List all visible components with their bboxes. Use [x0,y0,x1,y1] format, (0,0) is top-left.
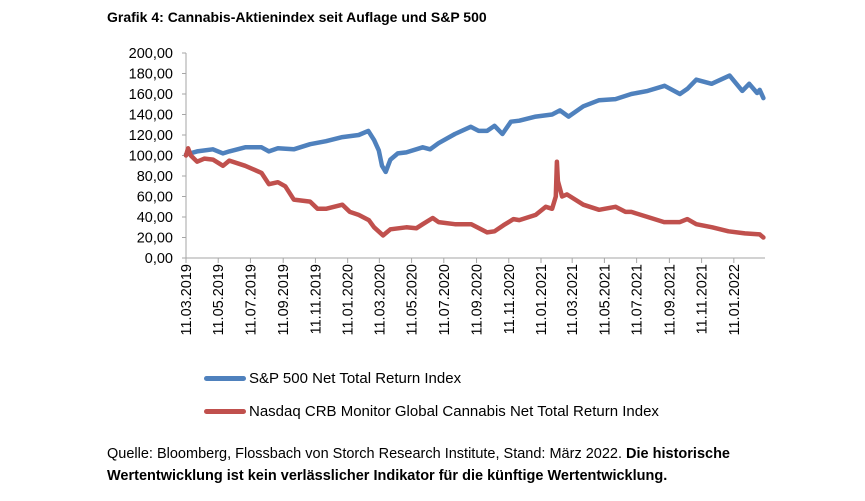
x-tick-label: 11.11.2021 [695,264,711,334]
x-tick-label: 11.03.2021 [565,264,581,336]
legend-entry-sp500: S&P 500 Net Total Return Index [204,370,461,387]
y-tick-label: 160,00 [129,87,173,103]
series-layer [183,73,766,240]
legend-label-sp500: S&P 500 Net Total Return Index [249,370,462,387]
x-tick-label: 11.11.2020 [502,264,518,334]
y-tick-label: 180,00 [129,67,173,83]
x-tick-label: 11.07.2021 [630,264,646,336]
y-tick-label: 20,00 [137,231,173,247]
x-tick-label: 11.03.2019 [179,264,195,336]
y-tick-label: 200,00 [129,46,173,62]
y-tick-label: 60,00 [137,190,173,206]
y-axis: 0,00 20,00 40,00 60,00 80,00 100,00 120,00 140,… [129,46,187,267]
x-tick-label: 11.01.2020 [341,264,357,336]
y-tick-label: 100,00 [129,149,173,165]
y-tick-label: 0,00 [145,251,173,267]
y-tick-label: 40,00 [137,210,173,226]
legend-swatch-cannabis [204,409,246,414]
x-tick-label: 11.05.2019 [211,264,227,336]
legend-entry-cannabis: Nasdaq CRB Monitor Global Cannabis Net T… [204,403,659,420]
sp500-line [183,73,766,175]
x-tick-label: 11.05.2021 [597,264,613,336]
x-tick-label: 11.11.2019 [308,264,324,334]
x-tick-label: 11.03.2020 [372,264,388,336]
legend-swatch-sp500 [204,376,246,381]
y-tick-label: 80,00 [137,169,173,185]
y-tick-label: 120,00 [129,128,173,144]
x-tick-label: 11.01.2021 [534,264,550,336]
cannabis-line [183,146,766,240]
x-axis: 11.03.2019 11.05.2019 11.07.2019 11.09.2019… [179,257,765,336]
x-tick-label: 11.07.2019 [243,264,259,336]
line-chart: 0,00 20,00 40,00 60,00 80,00 100,00 120,00 140,… [129,46,766,336]
x-tick-label: 11.09.2019 [276,264,292,336]
legend-label-cannabis: Nasdaq CRB Monitor Global Cannabis Net T… [249,403,659,420]
source-text: Quelle: Bloomberg, Flossbach von Storch … [107,446,623,462]
x-tick-label: 11.09.2020 [470,264,486,336]
chart-title: Grafik 4: Cannabis-Aktienindex seit Aufl… [107,9,487,25]
source-note: Quelle: Bloomberg, Flossbach von Storch … [107,443,787,487]
x-tick-label: 11.09.2021 [662,264,678,336]
x-tick-label: 11.05.2020 [405,264,421,336]
x-tick-label: 11.01.2022 [727,264,743,336]
y-tick-label: 140,00 [129,108,173,124]
x-tick-label: 11.07.2020 [437,264,453,336]
disclaimer-text: Die historische Wertentwicklung ist kein… [107,446,730,484]
